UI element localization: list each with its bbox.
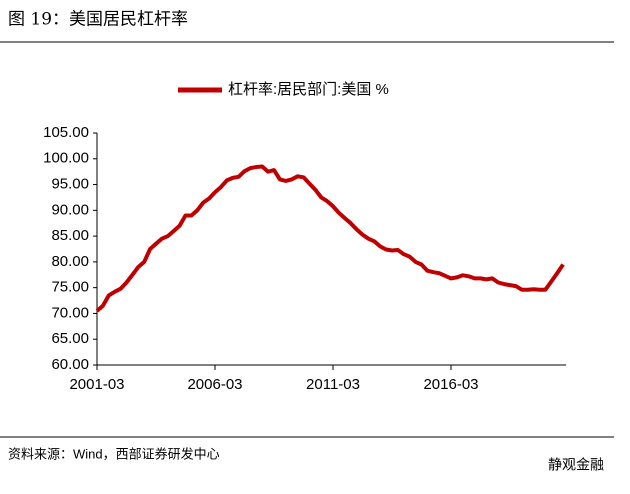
x-tick-label: 2001-03: [69, 376, 124, 393]
watermark: 静观金融: [548, 457, 604, 473]
x-tick-label: 2011-03: [306, 376, 360, 393]
source: 资料来源：Wind，西部证券研发中心: [8, 446, 220, 461]
x-tick-label: 2016-03: [423, 376, 478, 393]
y-tick-label: 105.00: [43, 124, 89, 141]
y-tick-label: 80.00: [51, 253, 89, 270]
legend-label: 杠杆率:居民部门:美国 %: [228, 81, 389, 98]
y-tick-label: 90.00: [51, 201, 89, 218]
y-tick-label: 75.00: [51, 279, 89, 296]
y-tick-label: 85.00: [51, 227, 89, 244]
y-tick-label: 95.00: [51, 176, 89, 193]
y-tick-label: 100.00: [43, 150, 89, 167]
series-line: [95, 164, 565, 313]
chart-title: 图 19：美国居民杠杆率: [8, 10, 188, 30]
y-tick-label: 70.00: [51, 304, 89, 321]
y-tick-label: 60.00: [51, 356, 89, 373]
y-tick-label: 65.00: [51, 330, 89, 347]
x-tick-label: 2006-03: [187, 376, 242, 393]
